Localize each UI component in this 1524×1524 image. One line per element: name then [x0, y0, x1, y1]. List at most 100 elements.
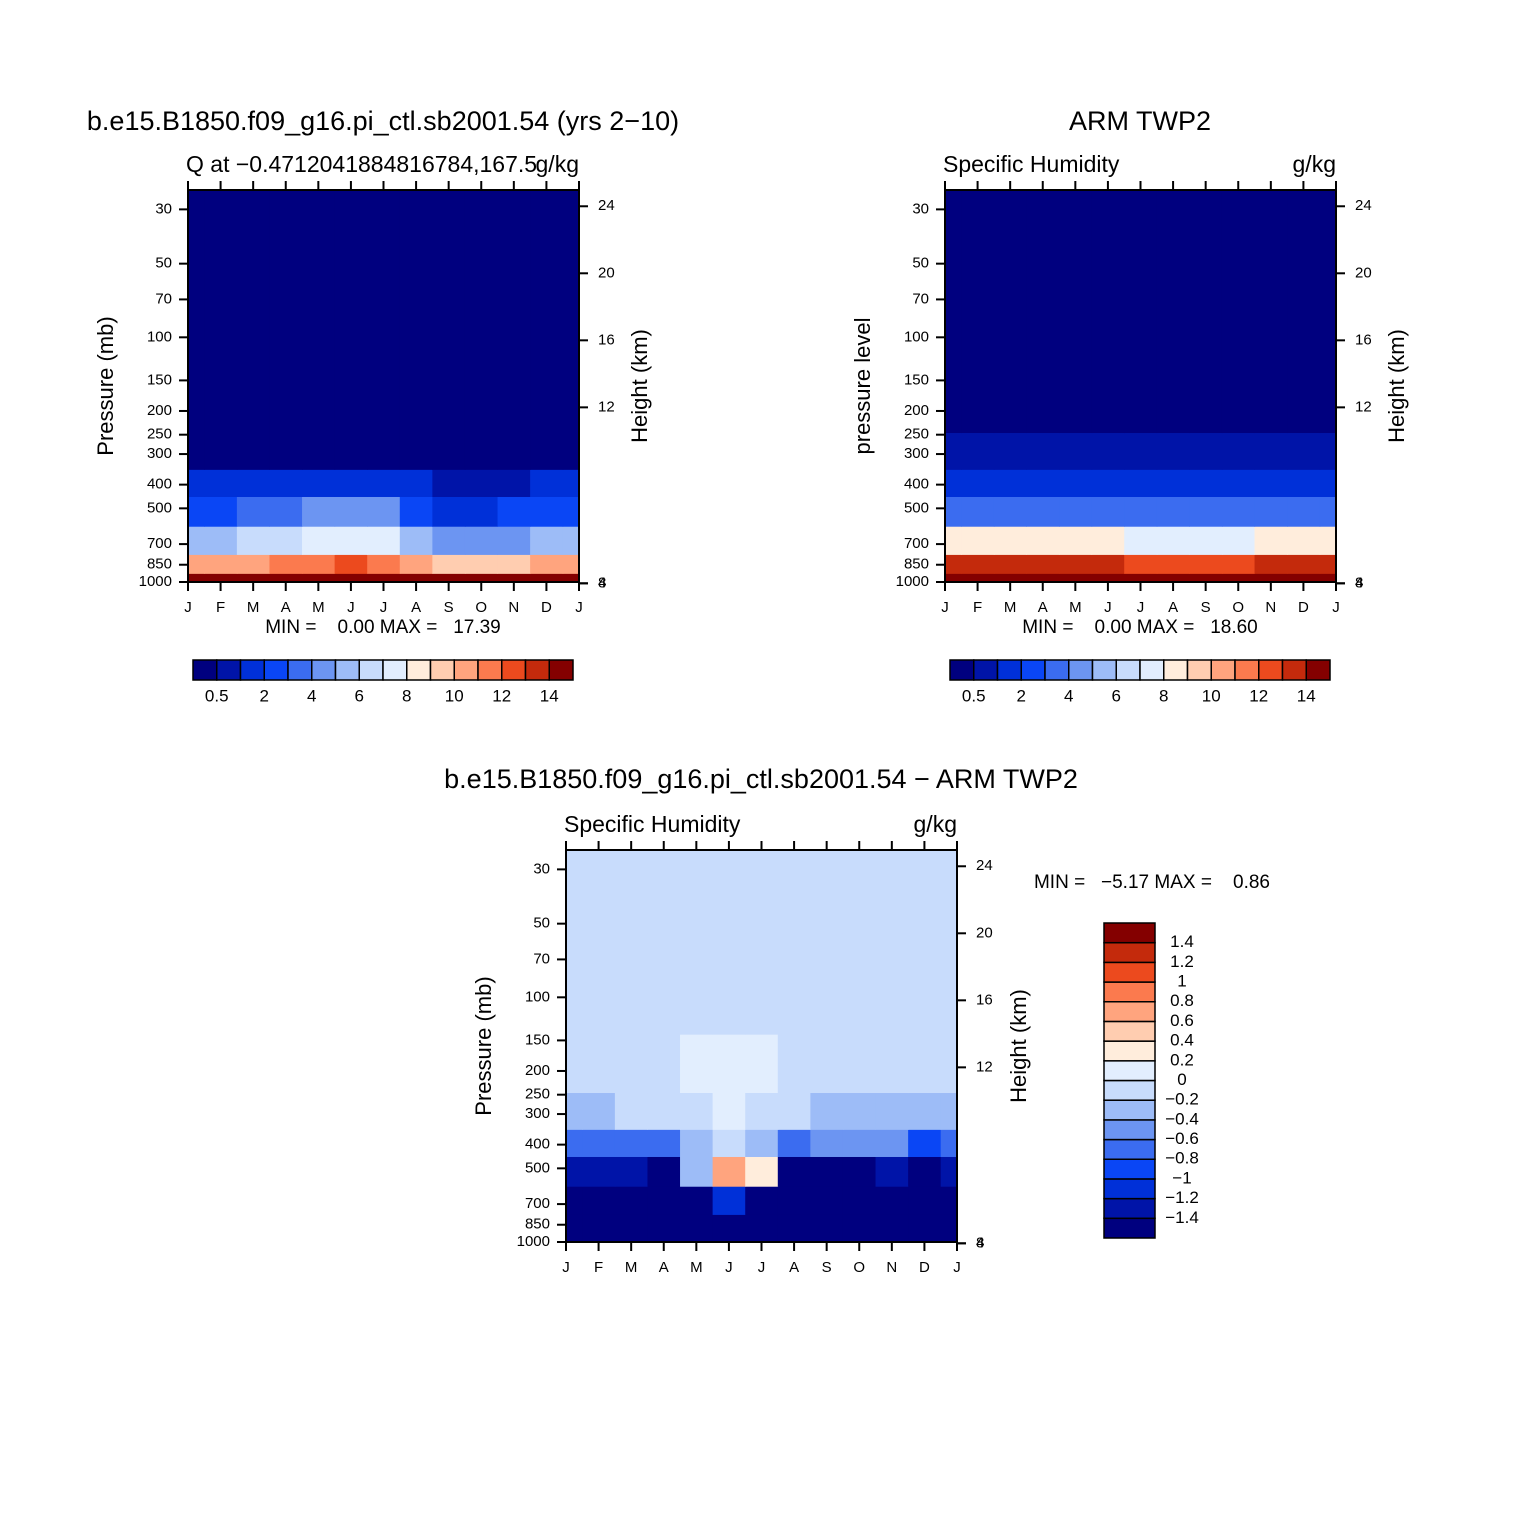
- contour-cell: [945, 432, 962, 470]
- contour-cell: [614, 1092, 648, 1130]
- y-tick-label: 700: [147, 535, 172, 552]
- contour-cell: [367, 526, 401, 555]
- x-tick-label: F: [973, 599, 982, 616]
- contour-cell: [1319, 496, 1337, 527]
- contour-cell: [566, 1034, 583, 1094]
- y-tick-label: 70: [155, 290, 172, 307]
- contour-cell: [940, 933, 958, 1035]
- contour-cell: [810, 1034, 844, 1094]
- contour-cell: [334, 469, 368, 497]
- contour-cell: [1287, 190, 1321, 274]
- contour-cell: [302, 469, 336, 497]
- y-tick-label: 250: [525, 1086, 550, 1103]
- contour-cell: [680, 933, 714, 1035]
- contour-cell: [1189, 526, 1223, 555]
- contour-cell: [777, 1092, 811, 1130]
- contour-cell: [530, 573, 564, 583]
- x-tick-label: F: [594, 1259, 603, 1276]
- contour-cell: [334, 273, 368, 375]
- contour-cell: [1124, 273, 1158, 375]
- contour-cell: [777, 933, 811, 1035]
- contour-cell: [993, 190, 1027, 274]
- colorbar-label: 0.8: [1170, 991, 1194, 1010]
- contour-cell: [1059, 496, 1093, 527]
- contour-cell: [993, 554, 1027, 574]
- contour-cell: [961, 526, 995, 555]
- contour-cell: [399, 554, 433, 574]
- contour-cell: [745, 1186, 779, 1215]
- y-tick-label: 850: [525, 1216, 550, 1233]
- y-tick-label: 200: [525, 1062, 550, 1079]
- contour-cell: [464, 273, 499, 375]
- colorbar-box: [524, 659, 550, 681]
- contour-cell: [1221, 190, 1256, 274]
- colorbar-box: [1103, 922, 1156, 944]
- contour-cell: [582, 1156, 616, 1187]
- x-tick-label: J: [1137, 599, 1145, 616]
- y-tick-label: 50: [155, 255, 172, 272]
- contour-cell: [530, 432, 564, 470]
- contour-cell: [875, 1214, 909, 1234]
- colorbar-box: [263, 659, 289, 681]
- contour-cell: [204, 469, 238, 497]
- colorbar-box: [1258, 659, 1284, 681]
- contour-cell: [562, 190, 580, 274]
- contour-cell: [1254, 432, 1288, 470]
- colorbar-box: [1103, 1178, 1156, 1200]
- contour-cell: [1026, 190, 1060, 274]
- contour-cell: [1319, 526, 1337, 555]
- contour-cell: [1254, 273, 1288, 375]
- contour-cell: [399, 374, 433, 434]
- contour-cell: [945, 374, 962, 434]
- contour-cell: [530, 554, 564, 574]
- contour-cell: [1287, 432, 1321, 470]
- contour-cell: [367, 554, 401, 574]
- contour-cell: [777, 1186, 811, 1215]
- contour-cell: [188, 526, 205, 555]
- contour-cell: [1059, 374, 1093, 434]
- contour-cell: [530, 374, 564, 434]
- colorbar-box: [334, 659, 360, 681]
- contour-cell: [842, 933, 877, 1035]
- y2-tick-label: 12: [1355, 398, 1372, 415]
- y2-tick-label: 16: [976, 991, 993, 1008]
- y2-tick-label: 24: [598, 197, 615, 214]
- colorbar-box: [1103, 1001, 1156, 1023]
- contour-cell: [188, 469, 205, 497]
- contour-cell: [842, 1034, 877, 1094]
- contour-cell: [1189, 496, 1223, 527]
- contour-cell: [582, 1214, 616, 1234]
- colorbar-box: [1068, 659, 1094, 681]
- contour-cell: [875, 1034, 909, 1094]
- subtitle-left: Specific Humidity: [564, 811, 741, 837]
- contour-cell: [908, 1092, 942, 1130]
- y-tick-label: 300: [147, 445, 172, 462]
- colorbar-box: [1020, 659, 1046, 681]
- contour-cell: [188, 273, 205, 375]
- x-tick-label: M: [247, 599, 260, 616]
- contour-cell: [464, 190, 499, 274]
- contour-cell: [777, 1034, 811, 1094]
- contour-cell: [1189, 374, 1223, 434]
- contour-cell: [399, 432, 433, 470]
- contour-cell: [1221, 573, 1256, 583]
- contour-cell: [1026, 469, 1060, 497]
- colorbar-box: [1163, 659, 1189, 681]
- contour-cell: [945, 469, 962, 497]
- colorbar-box: [1103, 1099, 1156, 1121]
- colorbar-box: [429, 659, 455, 681]
- contour-cell: [236, 554, 270, 574]
- contour-cell: [1091, 374, 1125, 434]
- subtitle-left: Q at −0.4712041884816784,167.5: [186, 151, 537, 177]
- contour-cell: [1189, 469, 1223, 497]
- contour-cell: [1319, 469, 1337, 497]
- y-tick-label: 300: [525, 1105, 550, 1122]
- contour-cell: [269, 469, 303, 497]
- contour-cell: [1189, 273, 1223, 375]
- contour-cell: [530, 496, 564, 527]
- colorbar-label: 10: [1202, 686, 1221, 705]
- contour-cell: [1026, 273, 1060, 375]
- contour-cell: [204, 374, 238, 434]
- contour-cell: [497, 526, 531, 555]
- x-tick-label: J: [953, 1259, 961, 1276]
